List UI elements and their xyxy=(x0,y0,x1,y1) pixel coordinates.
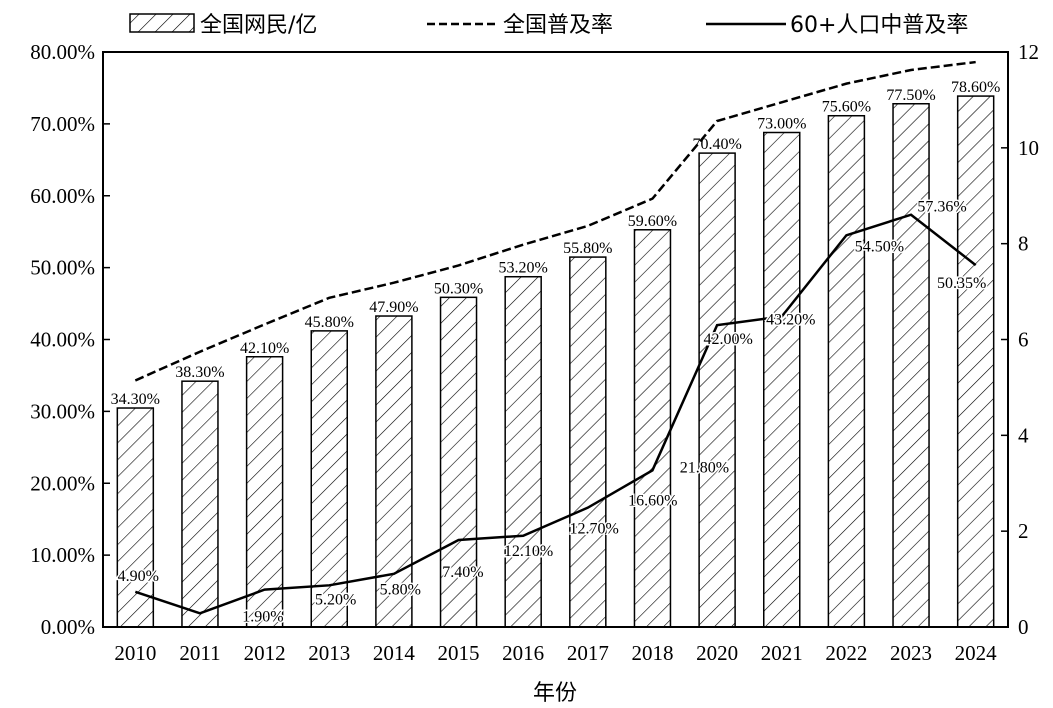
elderly-rate-label-2014: 7.40% xyxy=(442,564,483,581)
x-tick-label: 2010 xyxy=(114,641,156,665)
y-right-tick-label: 6 xyxy=(1018,328,1029,352)
x-tick-label: 2016 xyxy=(502,641,544,665)
bar-2011 xyxy=(181,380,219,628)
y-tick-label: 70.00% xyxy=(30,112,95,136)
line-national-rate xyxy=(134,60,976,382)
elderly-rate-label-2017: 16.60% xyxy=(628,493,677,510)
y-right-tick-label: 10 xyxy=(1018,136,1039,160)
bar-2023 xyxy=(892,103,930,628)
bar-2013 xyxy=(310,330,348,628)
x-axis-title: 年份 xyxy=(533,681,577,706)
bar-2024 xyxy=(956,95,995,628)
x-tick-label: 2011 xyxy=(179,641,220,665)
bar-2020 xyxy=(698,152,736,628)
bar-2022 xyxy=(827,114,866,628)
elderly-rate-label-2015: 12.10% xyxy=(504,543,553,560)
y-right-tick-label: 8 xyxy=(1018,232,1029,256)
x-tick-label: 2024 xyxy=(955,641,998,665)
legend-swatch-bar xyxy=(129,13,195,33)
national-rate-label-2017: 55.80% xyxy=(563,240,612,257)
national-rate-label-2018: 59.60% xyxy=(628,213,677,230)
national-rate-label-2022: 75.60% xyxy=(822,99,871,116)
x-tick-label: 2021 xyxy=(761,641,803,665)
y-tick-label: 0.00% xyxy=(41,615,95,639)
elderly-rate-label-2022: 54.50% xyxy=(855,238,904,255)
x-tick-label: 2013 xyxy=(308,641,350,665)
national-rate-label-2014: 47.90% xyxy=(369,299,418,316)
bar-2021 xyxy=(763,131,801,628)
y-right-tick-label: 0 xyxy=(1018,615,1029,639)
elderly-rate-label-2024: 50.35% xyxy=(937,275,986,292)
national-rate-label-2013: 45.80% xyxy=(305,314,354,331)
national-rate-label-2011: 38.30% xyxy=(175,364,224,381)
national-rate-label-2023: 77.50% xyxy=(886,87,935,104)
national-rate-label-2024: 78.60% xyxy=(951,79,1000,96)
x-tick-label: 2014 xyxy=(373,641,416,665)
x-tick-label: 2020 xyxy=(696,641,738,665)
y-right-tick-label: 2 xyxy=(1018,519,1029,543)
y-tick-label: 10.00% xyxy=(30,543,95,567)
national-rate-label-2012: 42.10% xyxy=(240,340,289,357)
x-tick-label: 2023 xyxy=(890,641,932,665)
legend-label-bar: 全国网民/亿 xyxy=(200,13,317,38)
national-rate-label-2010: 34.30% xyxy=(111,391,160,408)
elderly-rate-label-2023: 57.36% xyxy=(917,199,966,216)
elderly-rate-label-2021: 43.20% xyxy=(766,312,815,329)
bar-2010 xyxy=(116,407,155,628)
y-tick-label: 80.00% xyxy=(30,40,95,64)
bar-2017 xyxy=(569,256,607,628)
elderly-rate-label-2013: 5.80% xyxy=(380,581,421,598)
x-tick-label: 2017 xyxy=(567,641,609,665)
legend: 全国网民/亿 全国普及率 60+人口中普及率 xyxy=(129,13,968,38)
line-elderly-rate xyxy=(134,213,977,615)
x-tick-label: 2015 xyxy=(438,641,480,665)
x-tick-label: 2022 xyxy=(825,641,867,665)
bar-2018 xyxy=(633,229,672,628)
elderly-rate-label-2012: 5.20% xyxy=(315,592,356,609)
national-rate-label-2016: 53.20% xyxy=(499,260,548,277)
bar-2016 xyxy=(504,275,542,628)
elderly-rate-label-2016: 12.70% xyxy=(570,521,619,538)
y-tick-label: 50.00% xyxy=(30,256,95,280)
plot-frame xyxy=(102,51,1009,628)
elderly-rate-label-2020: 42.00% xyxy=(703,331,752,348)
y-tick-label: 20.00% xyxy=(30,471,95,495)
y-right-tick-label: 4 xyxy=(1018,423,1029,447)
national-rate-label-2021: 73.00% xyxy=(757,116,806,133)
bar-2012 xyxy=(245,356,284,628)
x-tick-label: 2012 xyxy=(244,641,286,665)
y-tick-label: 60.00% xyxy=(30,184,95,208)
legend-label-dashed: 全国普及率 xyxy=(503,13,613,38)
elderly-rate-label-2010: 4.90% xyxy=(118,568,159,585)
y-tick-label: 40.00% xyxy=(30,328,95,352)
national-rate-label-2015: 50.30% xyxy=(434,280,483,297)
y-right-tick-label: 12 xyxy=(1018,40,1039,64)
elderly-rate-label-2018: 21.80% xyxy=(680,459,729,476)
legend-label-solid: 60+人口中普及率 xyxy=(790,13,968,38)
y-tick-label: 30.00% xyxy=(30,399,95,423)
national-rate-label-2020: 70.40% xyxy=(692,136,741,153)
x-tick-label: 2018 xyxy=(631,641,673,665)
elderly-rate-label-2011: 1.90% xyxy=(242,608,283,625)
